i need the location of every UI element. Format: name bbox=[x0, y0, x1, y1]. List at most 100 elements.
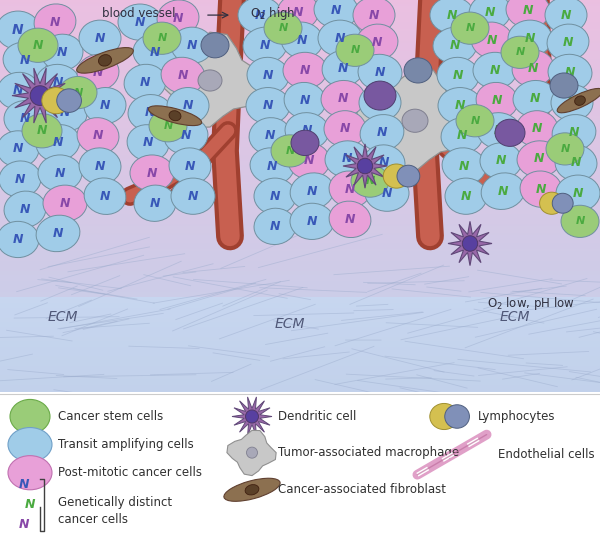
Bar bbox=[0, 84, 600, 86]
Bar bbox=[0, 100, 600, 102]
Bar bbox=[0, 349, 600, 351]
Text: N: N bbox=[569, 126, 579, 140]
Ellipse shape bbox=[290, 203, 334, 239]
Ellipse shape bbox=[437, 57, 479, 94]
Bar bbox=[0, 20, 600, 22]
Bar bbox=[0, 330, 600, 331]
Text: N: N bbox=[95, 160, 105, 173]
Text: N: N bbox=[270, 190, 280, 203]
Bar bbox=[0, 161, 600, 163]
Bar bbox=[0, 389, 600, 390]
Bar bbox=[0, 112, 600, 114]
Bar bbox=[0, 269, 600, 271]
Bar bbox=[0, 43, 600, 45]
Bar bbox=[0, 284, 600, 287]
Ellipse shape bbox=[0, 221, 39, 258]
Bar bbox=[0, 212, 600, 214]
Bar bbox=[0, 298, 600, 300]
Ellipse shape bbox=[550, 73, 578, 98]
Text: N: N bbox=[461, 190, 471, 203]
Text: N: N bbox=[470, 116, 479, 126]
Text: N: N bbox=[459, 160, 469, 173]
Bar bbox=[0, 348, 600, 350]
Text: N: N bbox=[365, 176, 374, 186]
Text: N: N bbox=[20, 54, 30, 67]
Bar bbox=[0, 299, 600, 301]
Bar bbox=[0, 337, 600, 340]
Ellipse shape bbox=[433, 27, 477, 63]
Bar bbox=[0, 343, 600, 344]
Text: N: N bbox=[565, 66, 575, 79]
Text: N: N bbox=[528, 62, 538, 75]
Bar bbox=[0, 202, 600, 204]
Bar bbox=[0, 385, 600, 386]
Bar bbox=[0, 226, 600, 228]
Ellipse shape bbox=[353, 0, 395, 33]
Ellipse shape bbox=[548, 54, 592, 90]
Bar bbox=[0, 328, 600, 330]
Bar bbox=[0, 247, 600, 249]
Bar bbox=[0, 151, 600, 153]
Bar bbox=[0, 223, 600, 226]
Bar bbox=[0, 141, 600, 143]
Ellipse shape bbox=[149, 110, 187, 142]
Bar bbox=[0, 167, 600, 169]
Bar bbox=[0, 81, 600, 82]
Bar bbox=[0, 155, 600, 157]
Text: N: N bbox=[561, 9, 571, 22]
Text: N: N bbox=[188, 190, 198, 203]
Text: N: N bbox=[267, 160, 277, 173]
Ellipse shape bbox=[169, 148, 211, 184]
Bar bbox=[0, 371, 600, 373]
Ellipse shape bbox=[365, 175, 409, 211]
Bar bbox=[0, 189, 600, 190]
Bar bbox=[0, 287, 600, 288]
Bar bbox=[0, 102, 600, 104]
Bar bbox=[0, 362, 600, 364]
Ellipse shape bbox=[198, 70, 222, 91]
Bar bbox=[0, 184, 600, 186]
Bar bbox=[0, 339, 600, 341]
Text: N: N bbox=[19, 479, 29, 491]
Ellipse shape bbox=[284, 82, 326, 119]
Text: N: N bbox=[73, 88, 83, 98]
Ellipse shape bbox=[329, 171, 371, 207]
Bar bbox=[0, 130, 600, 131]
Bar bbox=[0, 17, 600, 20]
Text: N: N bbox=[278, 23, 287, 33]
Ellipse shape bbox=[476, 82, 518, 119]
Bar bbox=[0, 134, 600, 135]
Bar bbox=[0, 312, 600, 314]
Ellipse shape bbox=[575, 96, 586, 105]
Ellipse shape bbox=[124, 64, 166, 101]
Text: N: N bbox=[377, 126, 387, 140]
Ellipse shape bbox=[445, 178, 487, 214]
Bar bbox=[0, 359, 600, 361]
Ellipse shape bbox=[250, 148, 294, 184]
Bar bbox=[0, 316, 600, 318]
Ellipse shape bbox=[134, 185, 176, 221]
Text: N: N bbox=[338, 62, 348, 75]
Text: N: N bbox=[260, 39, 270, 52]
Bar bbox=[0, 210, 600, 212]
Bar bbox=[0, 41, 600, 43]
Text: N: N bbox=[575, 216, 584, 226]
Bar bbox=[0, 352, 600, 354]
Ellipse shape bbox=[164, 118, 208, 154]
Bar bbox=[0, 183, 600, 184]
Text: N: N bbox=[515, 47, 524, 57]
Ellipse shape bbox=[130, 155, 174, 191]
Bar bbox=[0, 297, 600, 299]
Bar bbox=[0, 290, 600, 292]
Ellipse shape bbox=[171, 27, 213, 63]
Ellipse shape bbox=[556, 175, 600, 211]
Ellipse shape bbox=[283, 52, 327, 88]
Bar bbox=[0, 326, 600, 328]
Ellipse shape bbox=[516, 111, 558, 147]
Text: N: N bbox=[300, 64, 310, 77]
Ellipse shape bbox=[161, 57, 205, 94]
Text: N: N bbox=[270, 220, 280, 233]
Text: N: N bbox=[93, 66, 103, 79]
Bar bbox=[0, 328, 600, 329]
Text: N: N bbox=[487, 34, 497, 47]
